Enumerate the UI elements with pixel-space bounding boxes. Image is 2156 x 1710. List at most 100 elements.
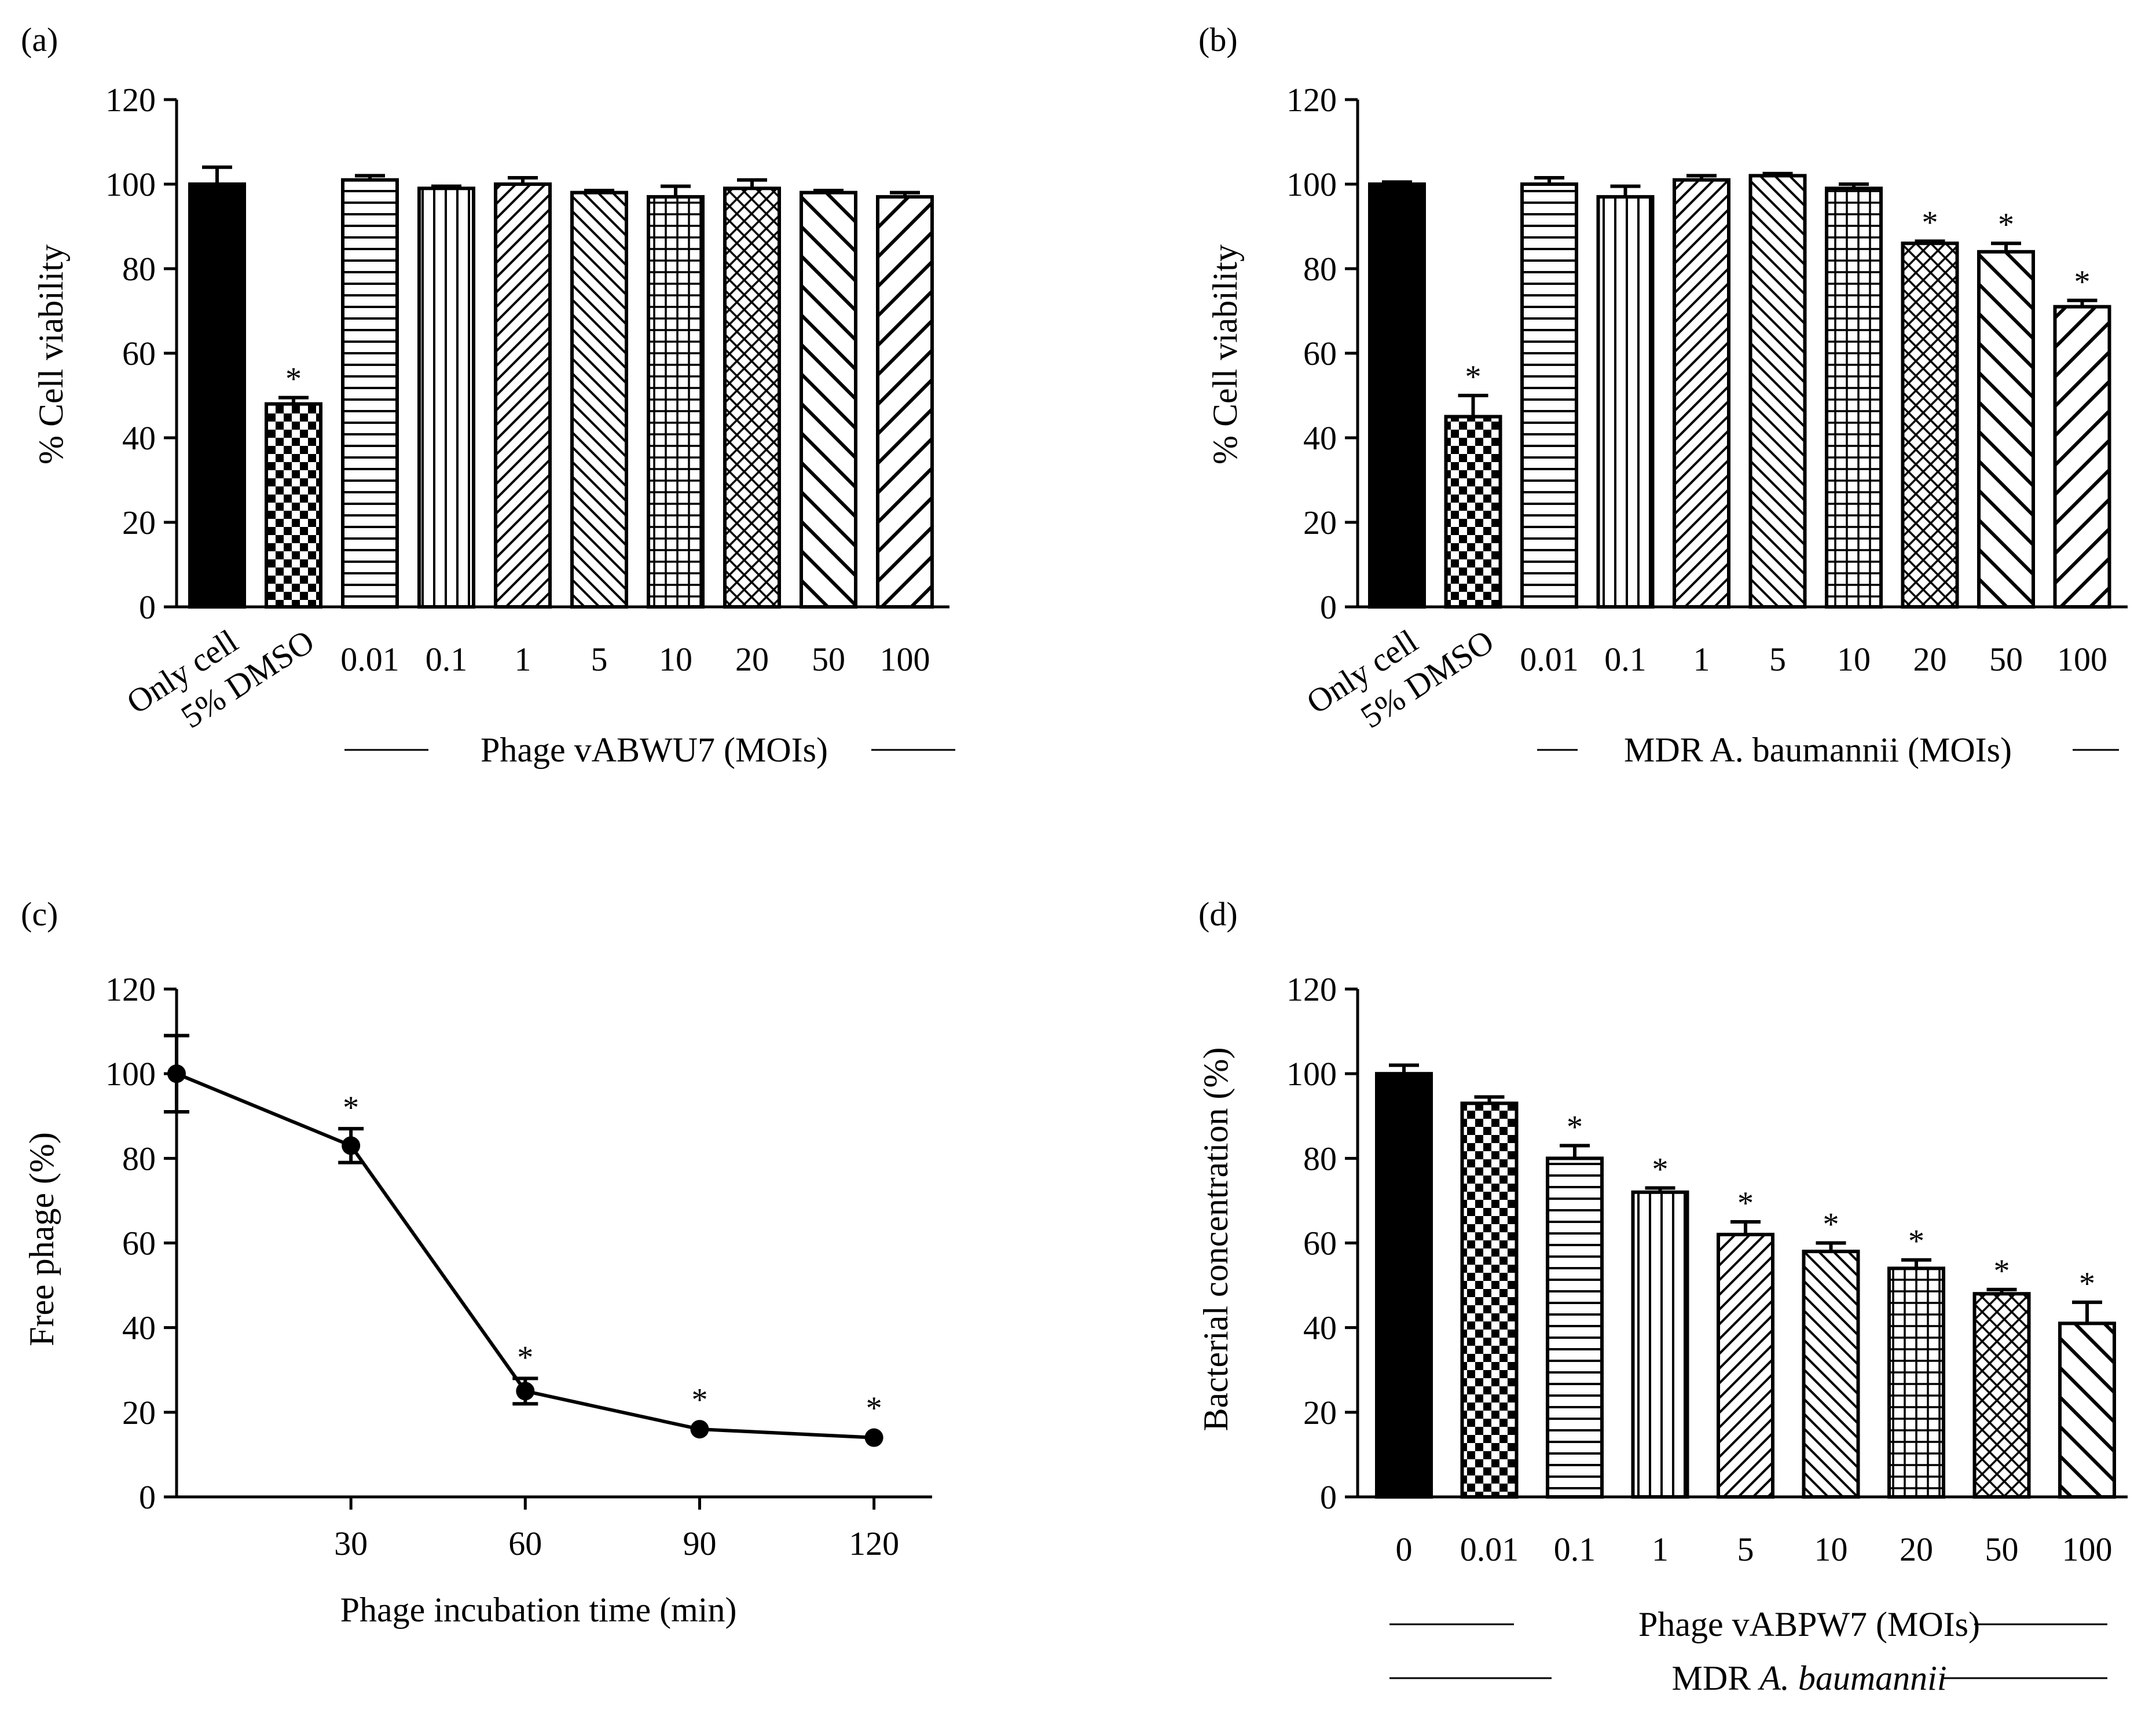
bar: [1673, 178, 1730, 609]
y-tick-label: 60: [122, 335, 156, 372]
bar: [265, 402, 322, 609]
x-tick-label: 60: [508, 1525, 542, 1562]
significance-marker: *: [1652, 1151, 1669, 1187]
y-tick-label: 100: [1286, 1055, 1337, 1093]
significance-marker: *: [1823, 1207, 1839, 1243]
x-tick-label: 0.01: [340, 640, 399, 678]
bar: [1717, 1232, 1774, 1499]
y-tick-label: 0: [139, 588, 156, 626]
group-label2-d: MDR A. baumannii: [1671, 1659, 1946, 1697]
bar: [2053, 305, 2111, 609]
x-tick-label: 10: [1837, 640, 1871, 678]
bar: [723, 186, 781, 609]
y-tick-label: 40: [122, 1309, 156, 1347]
y-axis-title-b: % Cell viability: [1206, 244, 1244, 464]
data-point: [342, 1136, 361, 1155]
y-tick-label: 80: [122, 250, 156, 288]
bar: [1375, 1072, 1433, 1499]
bar: [341, 178, 399, 609]
y-tick-label: 100: [105, 1055, 156, 1093]
bar: [1460, 1101, 1519, 1499]
y-tick-label: 60: [122, 1225, 156, 1262]
y-tick-label: 20: [1303, 1394, 1337, 1431]
x-tick-label: 1: [1652, 1530, 1669, 1568]
x-tick-label: 20: [735, 640, 769, 678]
x-tick-label: 10: [1814, 1530, 1848, 1568]
y-tick-label: 20: [1303, 504, 1337, 541]
y-tick-label: 0: [1320, 588, 1337, 626]
significance-marker: *: [1998, 207, 2014, 243]
y-tick-label: 40: [1303, 1309, 1337, 1347]
x-tick-label: 120: [849, 1525, 899, 1562]
group-label-a: Phage vABWU7 (MOIs): [481, 731, 828, 769]
bar: [1546, 1156, 1604, 1499]
x-tick-label: 50: [812, 640, 845, 678]
panel-c: 0 20 40 60 80 100 120 30 60 90 120 * * * *: [105, 971, 932, 1562]
x-tick-label: 0.1: [1604, 640, 1647, 678]
significance-marker: *: [285, 361, 302, 397]
data-point: [690, 1420, 709, 1439]
significance-marker: *: [866, 1390, 882, 1426]
x-tick-label: 5: [1769, 640, 1786, 678]
significance-marker: *: [1465, 359, 1482, 395]
significance-marker: *: [1737, 1185, 1754, 1221]
y-tick-label: 40: [1303, 419, 1337, 457]
x-tick-label: 50: [1985, 1530, 2019, 1568]
y-tick-label: 100: [1286, 166, 1337, 203]
bar: [1802, 1250, 1860, 1499]
significance-marker: *: [1567, 1109, 1583, 1145]
group-label2-d-prefix: MDR: [1671, 1659, 1759, 1697]
significance-marker: *: [1922, 205, 1938, 241]
bar: [1444, 415, 1502, 609]
bar: [1520, 182, 1578, 609]
panel-d: 0 20 40 60 80 100 120 0 0.01 * 0.1 * 1 * 5 * 10 * 20 * 50 * 10…: [1286, 971, 2128, 1568]
y-tick-label: 60: [1303, 1225, 1337, 1262]
bar: [570, 191, 628, 609]
y-axis-title-d: Bacterial concentration (%): [1197, 1048, 1235, 1431]
panel-label-c: (c): [21, 895, 58, 933]
bar: [1825, 186, 1883, 609]
significance-marker: *: [2074, 264, 2091, 300]
significance-marker: *: [517, 1339, 533, 1375]
bar: [1596, 195, 1655, 609]
y-tick-label: 120: [105, 971, 156, 1008]
x-tick-label: 20: [1913, 640, 1947, 678]
x-tick-label: 0.1: [1554, 1530, 1596, 1568]
x-tick-label: 1: [1693, 640, 1710, 678]
panel-label-a: (a): [21, 21, 58, 58]
x-tick-label: 0.01: [1520, 640, 1579, 678]
bar: [1631, 1190, 1689, 1499]
y-tick-label: 60: [1303, 335, 1337, 372]
bar: [1977, 250, 2035, 609]
y-tick-label: 0: [139, 1478, 156, 1516]
bar: [1748, 174, 1807, 609]
bar: [1901, 241, 1959, 609]
significance-marker: *: [2079, 1266, 2095, 1302]
y-tick-label: 80: [122, 1140, 156, 1177]
bar: [417, 186, 475, 609]
significance-marker: *: [1994, 1253, 2010, 1289]
bar: [1972, 1292, 2031, 1499]
x-tick-label: 5: [591, 640, 608, 678]
y-axis-title-c: Free phage (%): [23, 1132, 61, 1346]
bar: [188, 182, 246, 609]
y-tick-label: 80: [1303, 1140, 1337, 1177]
significance-marker: *: [1908, 1224, 1924, 1259]
x-tick-label: 0.1: [426, 640, 468, 678]
x-tick-label: 0: [1396, 1530, 1413, 1568]
x-tick-label: 100: [880, 640, 930, 678]
data-point: [516, 1382, 535, 1401]
x-tick-label: 100: [2062, 1530, 2113, 1568]
data-point: [167, 1064, 186, 1083]
bar: [494, 182, 552, 609]
significance-marker: *: [343, 1090, 359, 1126]
y-axis-title-a: % Cell viability: [32, 244, 70, 464]
x-tick-label: 100: [2057, 640, 2107, 678]
bar: [1368, 182, 1426, 609]
bar: [1887, 1266, 1945, 1499]
significance-marker: *: [691, 1382, 707, 1418]
bar: [800, 191, 857, 609]
